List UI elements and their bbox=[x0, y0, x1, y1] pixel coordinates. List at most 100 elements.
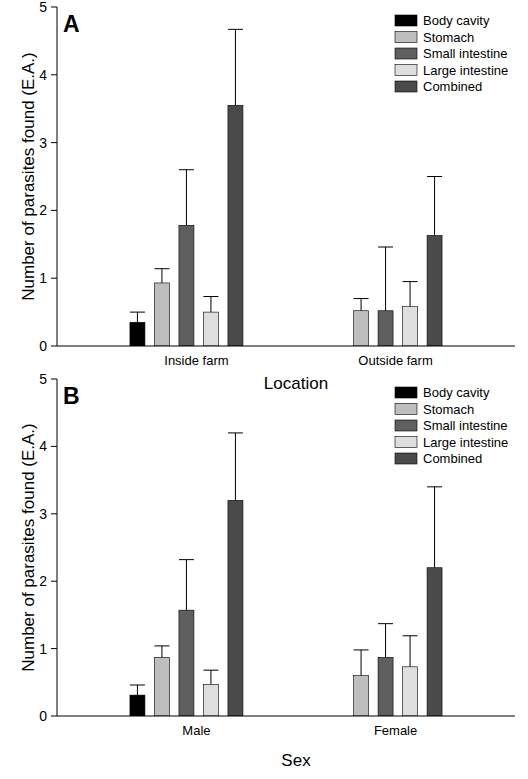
y-tick bbox=[51, 210, 57, 211]
legend-label: Stomach bbox=[423, 402, 474, 417]
y-tick-label: 3 bbox=[39, 135, 47, 151]
y-tick-label: 4 bbox=[39, 438, 47, 454]
legend-swatch bbox=[395, 48, 417, 59]
figure: 0 1 2 3 4 5 Inside farm Outside farm Location Num… bbox=[0, 0, 528, 779]
y-axis-title: Number of parasites found (E.A.) bbox=[19, 423, 38, 672]
legend: Body cavity StomachSmall intestine Large i… bbox=[395, 13, 508, 94]
bar bbox=[154, 283, 169, 346]
error-bar bbox=[403, 282, 418, 307]
bar bbox=[179, 610, 194, 716]
y-tick bbox=[51, 513, 57, 514]
y-axis-title: Number of parasites found (E.A.) bbox=[19, 52, 38, 301]
legend: Body cavity StomachSmall intestine Large i… bbox=[395, 385, 508, 466]
error-bar bbox=[179, 560, 194, 611]
panel-label: B bbox=[63, 383, 80, 409]
legend-swatch bbox=[395, 65, 417, 76]
y-tick bbox=[51, 716, 57, 717]
legend-label: Large intestine bbox=[423, 63, 508, 78]
y-tick bbox=[51, 648, 57, 649]
y-tick bbox=[51, 446, 57, 447]
panel-label: A bbox=[63, 11, 80, 37]
bar bbox=[154, 657, 169, 716]
x-axis bbox=[57, 716, 515, 717]
marks bbox=[130, 29, 442, 346]
error-bar bbox=[354, 299, 369, 311]
bar bbox=[130, 322, 145, 346]
bar bbox=[427, 568, 442, 716]
panel: 0 1 2 3 4 5 Inside farm Outside farm Location Num… bbox=[19, 0, 515, 393]
error-bar bbox=[228, 433, 243, 500]
error-bar bbox=[427, 487, 442, 568]
y-tick-label: 3 bbox=[39, 506, 47, 522]
x-tick-label: Outside farm bbox=[358, 353, 432, 368]
error-bar bbox=[228, 29, 243, 105]
legend-label: Small intestine bbox=[423, 46, 508, 61]
error-bar bbox=[378, 247, 393, 311]
error-bar bbox=[403, 636, 418, 667]
legend-swatch bbox=[395, 32, 417, 43]
y-axis bbox=[57, 7, 58, 346]
y-tick bbox=[51, 142, 57, 143]
y-tick bbox=[51, 581, 57, 582]
bar bbox=[403, 667, 418, 716]
y-axis bbox=[57, 379, 58, 716]
x-tick-label: Female bbox=[374, 723, 417, 738]
x-axis-title: Location bbox=[264, 374, 328, 393]
x-tick-label: Inside farm bbox=[164, 353, 228, 368]
y-tick bbox=[51, 7, 57, 8]
error-bar bbox=[179, 170, 194, 226]
bar bbox=[378, 657, 393, 716]
x-axis bbox=[57, 346, 515, 347]
legend-swatch bbox=[395, 387, 417, 398]
y-tick bbox=[51, 346, 57, 347]
error-bar bbox=[154, 646, 169, 657]
bar bbox=[130, 695, 145, 716]
error-bar bbox=[354, 650, 369, 676]
legend-label: Small intestine bbox=[423, 418, 508, 433]
y-tick bbox=[51, 278, 57, 279]
error-bar bbox=[427, 177, 442, 236]
y-tick-label: 2 bbox=[39, 202, 47, 218]
y-tick bbox=[51, 74, 57, 75]
legend-label: Combined bbox=[423, 79, 482, 94]
bar bbox=[354, 311, 369, 346]
legend-swatch bbox=[395, 420, 417, 431]
y-tick-label: 0 bbox=[39, 708, 47, 724]
legend-label: Body cavity bbox=[423, 13, 490, 28]
bar bbox=[228, 500, 243, 716]
legend-swatch bbox=[395, 453, 417, 464]
bar bbox=[179, 225, 194, 346]
y-tick-label: 1 bbox=[39, 641, 47, 657]
bar bbox=[354, 676, 369, 716]
legend-swatch bbox=[395, 15, 417, 26]
error-bar bbox=[130, 312, 145, 322]
legend-label: Combined bbox=[423, 451, 482, 466]
bar bbox=[378, 311, 393, 346]
legend-label: Body cavity bbox=[423, 385, 490, 400]
legend-label: Large intestine bbox=[423, 435, 508, 450]
legend-label: Stomach bbox=[423, 30, 474, 45]
bar bbox=[203, 312, 218, 346]
x-tick-label: Male bbox=[182, 723, 210, 738]
legend-swatch bbox=[395, 404, 417, 415]
bar bbox=[403, 307, 418, 346]
error-bar bbox=[378, 624, 393, 658]
error-bar bbox=[130, 685, 145, 695]
y-tick bbox=[51, 379, 57, 380]
panel: 0 1 2 3 4 5 Male Female Sex Number of parasites f… bbox=[19, 371, 515, 770]
y-tick-label: 0 bbox=[39, 338, 47, 354]
x-axis-title: Sex bbox=[281, 751, 311, 770]
error-bar bbox=[203, 670, 218, 684]
y-tick-label: 5 bbox=[39, 0, 47, 15]
y-tick-label: 2 bbox=[39, 573, 47, 589]
y-tick-label: 5 bbox=[39, 371, 47, 387]
legend-swatch bbox=[395, 437, 417, 448]
error-bar bbox=[154, 269, 169, 283]
y-tick-label: 4 bbox=[39, 67, 47, 83]
bar bbox=[203, 684, 218, 716]
marks bbox=[130, 433, 442, 716]
y-tick-label: 1 bbox=[39, 270, 47, 286]
bar bbox=[427, 235, 442, 346]
error-bar bbox=[203, 297, 218, 313]
legend-swatch bbox=[395, 81, 417, 92]
